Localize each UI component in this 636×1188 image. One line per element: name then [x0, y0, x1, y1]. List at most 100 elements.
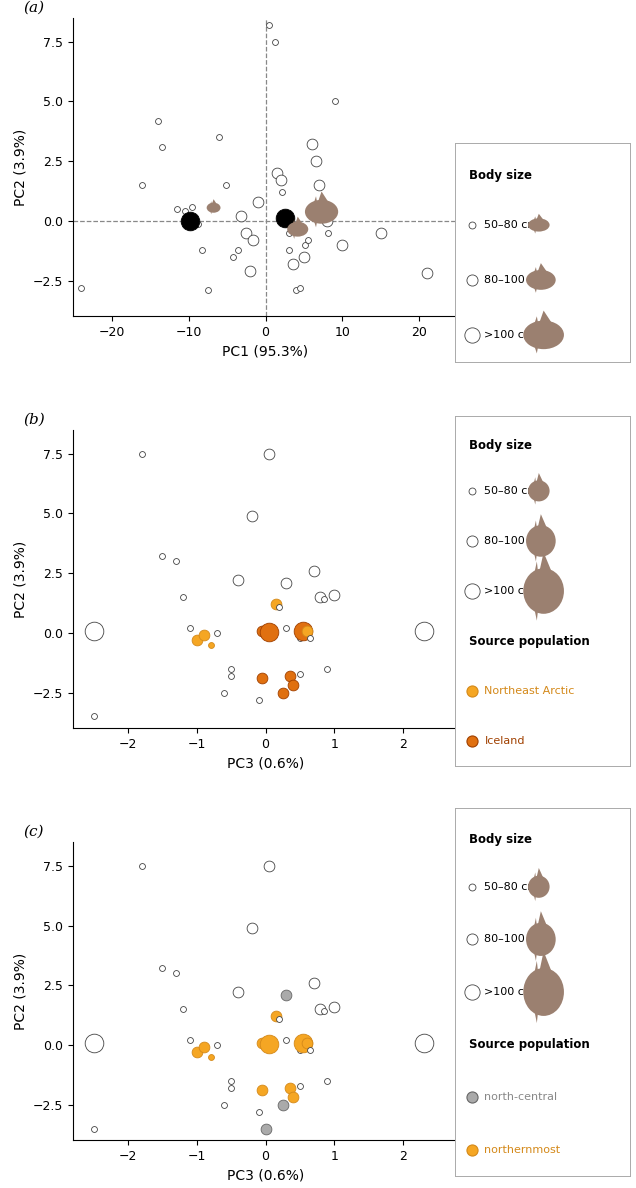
Ellipse shape	[523, 321, 564, 349]
Point	[197, 240, 207, 259]
Point	[198, 626, 209, 645]
Point	[226, 1072, 236, 1091]
Polygon shape	[537, 514, 547, 529]
Point	[418, 621, 429, 640]
Ellipse shape	[287, 222, 308, 236]
Point	[254, 690, 264, 709]
Point	[233, 240, 243, 259]
Polygon shape	[532, 520, 539, 562]
X-axis label: PC3 (0.6%): PC3 (0.6%)	[227, 757, 304, 771]
Point	[315, 588, 326, 607]
Point	[198, 1038, 209, 1057]
Point	[261, 1035, 271, 1054]
Point	[280, 209, 290, 228]
Ellipse shape	[523, 968, 564, 1016]
Point	[277, 183, 287, 202]
Text: >100 cm: >100 cm	[485, 987, 536, 997]
Point	[205, 636, 216, 655]
Point	[88, 1119, 99, 1138]
Point	[307, 135, 317, 154]
Point	[305, 628, 315, 647]
Polygon shape	[291, 220, 296, 239]
Text: Source population: Source population	[469, 634, 590, 647]
Point	[137, 176, 148, 195]
Polygon shape	[537, 263, 547, 272]
Point	[214, 128, 225, 147]
Point	[284, 240, 294, 259]
Point	[284, 666, 294, 685]
Point	[245, 261, 255, 280]
Polygon shape	[537, 911, 547, 927]
Point	[376, 223, 386, 242]
Polygon shape	[532, 872, 537, 902]
Point	[295, 664, 305, 683]
Text: 80–100 cm: 80–100 cm	[485, 536, 546, 546]
Point	[301, 621, 312, 640]
Text: (b): (b)	[23, 413, 45, 426]
Point	[288, 676, 298, 695]
Ellipse shape	[305, 200, 338, 223]
Point	[226, 659, 236, 678]
Point	[329, 91, 340, 110]
Point	[203, 280, 213, 299]
Ellipse shape	[526, 525, 556, 557]
Point	[178, 588, 188, 607]
Text: Body size: Body size	[469, 833, 532, 846]
Text: >100 cm: >100 cm	[485, 586, 536, 596]
Point	[137, 444, 147, 463]
Point	[247, 506, 257, 525]
Text: 50–80 cm: 50–80 cm	[485, 220, 539, 230]
Point	[278, 1095, 288, 1114]
Point	[172, 200, 182, 219]
Text: northernmost: northernmost	[485, 1145, 560, 1155]
Point	[233, 982, 243, 1001]
Point	[88, 621, 99, 640]
Point	[264, 857, 274, 876]
Point	[261, 1119, 271, 1138]
Point	[301, 1034, 312, 1053]
Polygon shape	[536, 868, 543, 878]
Y-axis label: PC2 (3.9%): PC2 (3.9%)	[13, 541, 27, 618]
Point	[322, 211, 332, 230]
Point	[310, 152, 321, 171]
Point	[264, 623, 274, 642]
Point	[171, 963, 181, 982]
Point	[281, 985, 291, 1004]
Point	[276, 171, 286, 190]
Text: Source population: Source population	[469, 1038, 590, 1051]
Ellipse shape	[207, 203, 221, 213]
Point	[298, 621, 308, 640]
Point	[422, 264, 432, 283]
Point	[76, 278, 86, 297]
Point	[185, 1031, 195, 1050]
X-axis label: PC1 (95.3%): PC1 (95.3%)	[223, 345, 308, 359]
Point	[178, 999, 188, 1018]
Point	[185, 211, 195, 230]
Polygon shape	[295, 216, 302, 223]
Point	[288, 254, 298, 273]
Point	[284, 1079, 294, 1098]
Point	[193, 215, 203, 234]
Point	[88, 707, 99, 726]
Polygon shape	[532, 216, 537, 234]
Point	[185, 619, 195, 638]
Polygon shape	[539, 952, 552, 973]
Point	[329, 586, 340, 605]
Point	[212, 624, 223, 643]
Point	[252, 192, 263, 211]
Point	[280, 211, 290, 230]
Text: north-central: north-central	[485, 1092, 558, 1102]
Point	[157, 959, 167, 978]
Point	[191, 1043, 202, 1062]
Text: 50–80 cm: 50–80 cm	[485, 881, 539, 892]
Text: 50–80 cm: 50–80 cm	[485, 486, 539, 495]
Polygon shape	[536, 214, 543, 220]
Text: >100 cm: >100 cm	[485, 330, 536, 340]
X-axis label: PC3 (0.6%): PC3 (0.6%)	[227, 1169, 304, 1183]
Ellipse shape	[528, 480, 550, 501]
Point	[137, 857, 147, 876]
Point	[319, 590, 329, 609]
Y-axis label: PC2 (3.9%): PC2 (3.9%)	[13, 953, 27, 1030]
Point	[219, 1095, 230, 1114]
Polygon shape	[209, 201, 212, 214]
